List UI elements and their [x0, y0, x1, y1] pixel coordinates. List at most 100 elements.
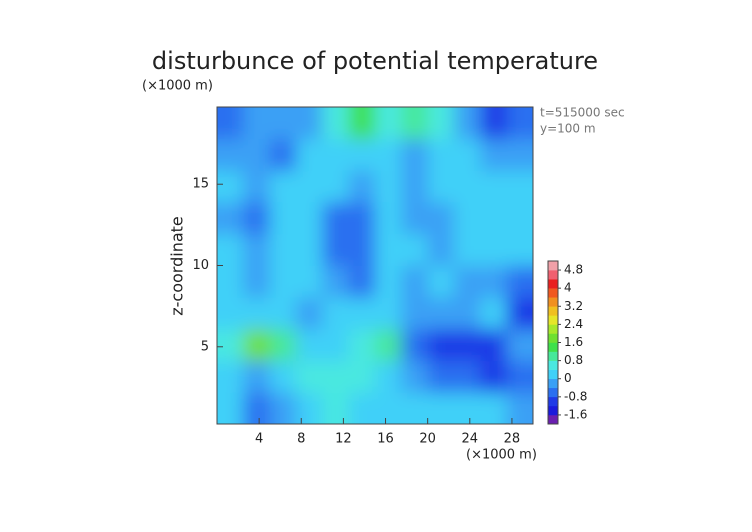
cell: [427, 107, 455, 140]
cell: [296, 170, 323, 203]
cell: [296, 233, 323, 266]
cell: [506, 170, 533, 203]
colorbar-label: -1.6: [564, 407, 587, 421]
y-unit: (×1000 m): [142, 79, 213, 94]
cell: [480, 297, 508, 330]
cell: [296, 138, 323, 171]
cell: [454, 233, 481, 266]
cell: [348, 265, 376, 298]
cell: [375, 138, 402, 171]
cell: [454, 170, 481, 203]
cell: [269, 360, 297, 393]
axes: 4 8 12 16 20 24 28 5 10 15 4.8 4 3.2 2.4 1.6 0.8 0 -0.8 -1…: [192, 106, 587, 447]
cell: [454, 392, 481, 424]
cell: [243, 360, 271, 393]
cell: [217, 138, 244, 171]
cell: [243, 107, 271, 140]
colorbar-swatch: [548, 360, 558, 370]
cell: [480, 170, 508, 203]
cell: [375, 107, 402, 140]
cell: [375, 265, 402, 298]
cell: [322, 170, 350, 203]
cell: [269, 107, 297, 140]
cell: [454, 202, 481, 235]
cell: [506, 233, 533, 266]
chart-title: disturbunce of potential temperature: [152, 47, 598, 75]
cell: [401, 170, 429, 203]
cell: [243, 328, 271, 362]
colorbar-swatch: [548, 342, 558, 352]
cell: [322, 138, 350, 171]
colorbar-swatch: [548, 387, 558, 398]
cell: [243, 265, 271, 298]
colorbar-label: 4: [564, 281, 572, 295]
colorbar-swatch: [548, 378, 558, 389]
cell: [322, 202, 350, 235]
colorbar-label: -0.8: [564, 389, 587, 403]
cell: [322, 360, 350, 393]
cell: [322, 328, 350, 362]
colorbar-swatch: [548, 351, 558, 361]
cell: [454, 138, 481, 171]
cell: [217, 233, 244, 266]
cell: [348, 297, 376, 330]
cell: [296, 265, 323, 298]
x-tick-label: 16: [377, 432, 394, 447]
cell: [401, 265, 429, 298]
cell: [296, 360, 323, 393]
cell: [296, 107, 323, 140]
x-tick-label: 4: [255, 432, 263, 447]
cell: [243, 138, 271, 171]
cell: [401, 233, 429, 266]
cell: [348, 170, 376, 203]
cell: [506, 202, 533, 235]
cell: [269, 233, 297, 266]
cell: [401, 297, 429, 330]
cell: [401, 202, 429, 235]
cell: [217, 360, 244, 393]
cell: [348, 328, 376, 362]
cell: [401, 107, 429, 140]
cell: [480, 360, 508, 393]
cell: [375, 233, 402, 266]
x-tick-label: 12: [335, 432, 352, 447]
colorbar-swatch: [548, 288, 558, 298]
colorbar-swatch: [548, 324, 558, 334]
cell: [269, 392, 297, 424]
cell: [506, 297, 533, 330]
cell: [454, 107, 481, 140]
cell: [269, 297, 297, 330]
colorbar-swatch: [548, 333, 558, 343]
cell: [243, 392, 271, 424]
cell: [348, 360, 376, 393]
cell: [217, 170, 244, 203]
cell: [243, 170, 271, 203]
cell: [296, 328, 323, 362]
cell: [427, 392, 455, 424]
cell: [217, 107, 244, 140]
cell: [348, 107, 376, 140]
colorbar-label: 4.8: [564, 263, 583, 277]
cell: [269, 265, 297, 298]
cell: [506, 360, 533, 393]
y-axis-label: z-coordinate: [168, 216, 187, 316]
cell: [506, 328, 533, 362]
cell: [401, 328, 429, 362]
cell: [243, 297, 271, 330]
field: [217, 107, 533, 424]
cell: [506, 107, 533, 140]
colorbar-swatch: [548, 315, 558, 325]
x-tick-label: 28: [504, 432, 521, 447]
cell: [348, 233, 376, 266]
cell: [506, 138, 533, 171]
colorbar-swatch: [548, 279, 558, 289]
colorbar-label: 3.2: [564, 299, 583, 313]
cell: [375, 297, 402, 330]
cell: [480, 233, 508, 266]
colorbar-swatch: [548, 396, 558, 407]
cell: [506, 392, 533, 424]
cell: [427, 328, 455, 362]
cell: [480, 265, 508, 298]
colorbar-swatch: [548, 261, 558, 271]
